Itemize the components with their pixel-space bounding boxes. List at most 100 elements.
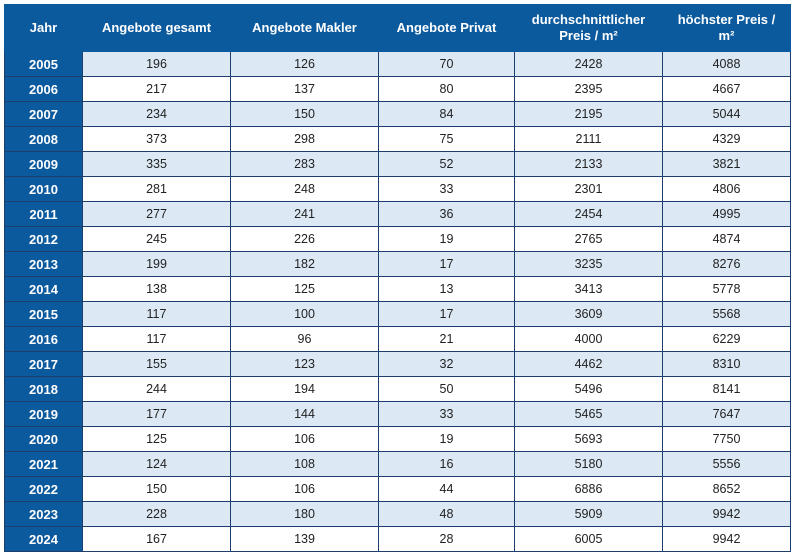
data-cell: 4088 [663, 52, 791, 77]
year-cell: 2014 [5, 277, 83, 302]
data-cell: 5909 [515, 502, 663, 527]
data-cell: 84 [379, 102, 515, 127]
data-cell: 17 [379, 302, 515, 327]
data-cell: 9942 [663, 527, 791, 552]
col-header-year: Jahr [5, 5, 83, 52]
data-cell: 13 [379, 277, 515, 302]
col-header-private: Angebote Privat [379, 5, 515, 52]
data-cell: 8310 [663, 352, 791, 377]
data-cell: 335 [83, 152, 231, 177]
table-row: 20083732987521114329 [5, 127, 791, 152]
table-row: 20191771443354657647 [5, 402, 791, 427]
data-cell: 16 [379, 452, 515, 477]
data-cell: 32 [379, 352, 515, 377]
col-header-max-price: höchster Preis / m² [663, 5, 791, 52]
year-cell: 2005 [5, 52, 83, 77]
data-cell: 138 [83, 277, 231, 302]
data-cell: 155 [83, 352, 231, 377]
data-cell: 100 [231, 302, 379, 327]
data-cell: 245 [83, 227, 231, 252]
data-cell: 3609 [515, 302, 663, 327]
data-cell: 5180 [515, 452, 663, 477]
table-row: 20112772413624544995 [5, 202, 791, 227]
year-cell: 2023 [5, 502, 83, 527]
table-row: 2016117962140006229 [5, 327, 791, 352]
data-cell: 144 [231, 402, 379, 427]
year-cell: 2006 [5, 77, 83, 102]
data-cell: 7647 [663, 402, 791, 427]
data-cell: 6229 [663, 327, 791, 352]
data-cell: 4000 [515, 327, 663, 352]
data-cell: 182 [231, 252, 379, 277]
data-cell: 33 [379, 177, 515, 202]
table-row: 20051961267024284088 [5, 52, 791, 77]
data-cell: 19 [379, 427, 515, 452]
table-row: 20241671392860059942 [5, 527, 791, 552]
data-cell: 4462 [515, 352, 663, 377]
data-cell: 228 [83, 502, 231, 527]
data-cell: 8276 [663, 252, 791, 277]
table-row: 20122452261927654874 [5, 227, 791, 252]
table-row: 20232281804859099942 [5, 502, 791, 527]
data-cell: 36 [379, 202, 515, 227]
table-row: 20131991821732358276 [5, 252, 791, 277]
data-cell: 194 [231, 377, 379, 402]
year-cell: 2022 [5, 477, 83, 502]
data-cell: 117 [83, 302, 231, 327]
data-cell: 4874 [663, 227, 791, 252]
data-cell: 3413 [515, 277, 663, 302]
data-cell: 150 [83, 477, 231, 502]
year-cell: 2024 [5, 527, 83, 552]
year-cell: 2007 [5, 102, 83, 127]
data-cell: 21 [379, 327, 515, 352]
year-cell: 2018 [5, 377, 83, 402]
data-cell: 80 [379, 77, 515, 102]
year-cell: 2020 [5, 427, 83, 452]
table-row: 20141381251334135778 [5, 277, 791, 302]
table-row: 20211241081651805556 [5, 452, 791, 477]
data-cell: 3821 [663, 152, 791, 177]
data-cell: 199 [83, 252, 231, 277]
table-header: Jahr Angebote gesamt Angebote Makler Ang… [5, 5, 791, 52]
data-cell: 2454 [515, 202, 663, 227]
table-row: 20171551233244628310 [5, 352, 791, 377]
table-row: 20221501064468868652 [5, 477, 791, 502]
data-cell: 2765 [515, 227, 663, 252]
data-cell: 5496 [515, 377, 663, 402]
data-cell: 244 [83, 377, 231, 402]
data-cell: 217 [83, 77, 231, 102]
data-cell: 125 [83, 427, 231, 452]
table-row: 20102812483323014806 [5, 177, 791, 202]
col-header-total: Angebote gesamt [83, 5, 231, 52]
price-table: Jahr Angebote gesamt Angebote Makler Ang… [4, 4, 791, 552]
data-cell: 96 [231, 327, 379, 352]
data-cell: 106 [231, 427, 379, 452]
data-cell: 177 [83, 402, 231, 427]
year-cell: 2013 [5, 252, 83, 277]
data-cell: 125 [231, 277, 379, 302]
data-cell: 283 [231, 152, 379, 177]
data-cell: 139 [231, 527, 379, 552]
data-cell: 108 [231, 452, 379, 477]
data-cell: 2395 [515, 77, 663, 102]
data-cell: 124 [83, 452, 231, 477]
data-cell: 4329 [663, 127, 791, 152]
data-cell: 277 [83, 202, 231, 227]
data-cell: 7750 [663, 427, 791, 452]
data-cell: 9942 [663, 502, 791, 527]
data-cell: 4995 [663, 202, 791, 227]
data-cell: 28 [379, 527, 515, 552]
data-cell: 126 [231, 52, 379, 77]
data-cell: 117 [83, 327, 231, 352]
data-cell: 281 [83, 177, 231, 202]
data-cell: 8141 [663, 377, 791, 402]
data-cell: 123 [231, 352, 379, 377]
data-cell: 6005 [515, 527, 663, 552]
data-cell: 298 [231, 127, 379, 152]
data-cell: 4806 [663, 177, 791, 202]
table-row: 20182441945054968141 [5, 377, 791, 402]
data-cell: 44 [379, 477, 515, 502]
year-cell: 2011 [5, 202, 83, 227]
data-cell: 5693 [515, 427, 663, 452]
data-cell: 137 [231, 77, 379, 102]
